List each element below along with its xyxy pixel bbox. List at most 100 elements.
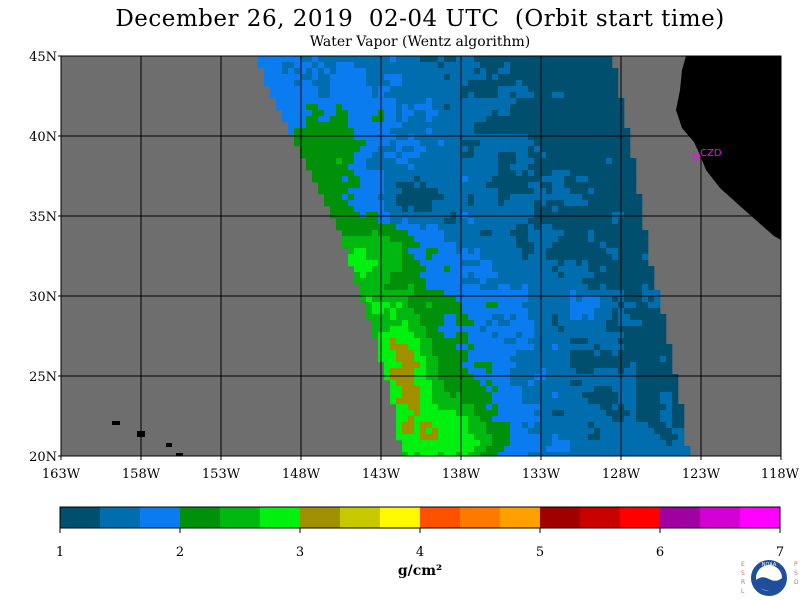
swath-cell bbox=[486, 422, 493, 429]
swath-cell bbox=[546, 272, 553, 279]
swath-cell bbox=[600, 272, 607, 279]
swath-cell bbox=[480, 74, 487, 81]
logo-letter: L bbox=[741, 588, 745, 595]
swath-cell bbox=[474, 194, 481, 201]
swath-cell bbox=[606, 314, 613, 321]
swath-cell bbox=[552, 242, 559, 249]
swath-cell bbox=[594, 74, 601, 81]
swath-cell bbox=[486, 242, 493, 249]
swath-cell bbox=[432, 284, 439, 291]
swath-cell bbox=[528, 116, 535, 123]
swath-cell bbox=[462, 224, 469, 231]
swath-cell bbox=[630, 164, 637, 171]
swath-cell bbox=[468, 302, 475, 309]
swath-cell bbox=[342, 92, 349, 99]
swath-cell bbox=[414, 308, 421, 315]
swath-cell bbox=[546, 356, 553, 363]
swath-cell bbox=[468, 416, 475, 423]
swath-cell bbox=[492, 350, 499, 357]
swath-cell bbox=[420, 392, 427, 399]
swath-cell bbox=[510, 386, 517, 393]
swath-cell bbox=[612, 224, 619, 231]
swath-cell bbox=[360, 176, 367, 183]
swath-cell bbox=[570, 170, 577, 177]
swath-cell bbox=[474, 176, 481, 183]
swath-cell bbox=[522, 164, 529, 171]
swath-cell bbox=[552, 56, 559, 63]
swath-cell bbox=[402, 68, 409, 75]
swath-cell bbox=[336, 170, 343, 177]
swath-cell bbox=[408, 218, 415, 225]
swath-cell bbox=[384, 278, 391, 285]
swath-cell bbox=[600, 80, 607, 87]
swath-cell bbox=[456, 80, 463, 87]
swath-cell bbox=[552, 182, 559, 189]
swath-cell bbox=[432, 338, 439, 345]
swath-cell bbox=[666, 356, 673, 363]
swath-cell bbox=[504, 308, 511, 315]
swath-cell bbox=[606, 248, 613, 255]
swath-cell bbox=[636, 398, 643, 405]
swath-cell bbox=[450, 266, 457, 273]
swath-cell bbox=[576, 98, 583, 105]
swath-cell bbox=[558, 278, 565, 285]
swath-cell bbox=[282, 104, 289, 111]
swath-cell bbox=[426, 266, 433, 273]
swath-cell bbox=[438, 314, 445, 321]
swath-cell bbox=[396, 134, 403, 141]
swath-cell bbox=[408, 296, 415, 303]
swath-cell bbox=[414, 434, 421, 441]
swath-cell bbox=[534, 152, 541, 159]
swath-cell bbox=[396, 80, 403, 87]
swath-cell bbox=[480, 182, 487, 189]
swath-cell bbox=[420, 218, 427, 225]
swath-cell bbox=[414, 416, 421, 423]
swath-cell bbox=[522, 218, 529, 225]
swath-cell bbox=[408, 236, 415, 243]
swath-cell bbox=[588, 56, 595, 63]
swath-cell bbox=[528, 356, 535, 363]
swath-cell bbox=[582, 290, 589, 297]
swath-cell bbox=[480, 362, 487, 369]
swath-cell bbox=[414, 128, 421, 135]
swath-cell bbox=[612, 110, 619, 117]
swath-cell bbox=[342, 170, 349, 177]
swath-cell bbox=[654, 440, 661, 447]
swath-cell bbox=[504, 152, 511, 159]
swath-cell bbox=[558, 62, 565, 69]
swath-cell bbox=[624, 320, 631, 327]
swath-cell bbox=[480, 410, 487, 417]
swath-cell bbox=[492, 56, 499, 63]
swath-cell bbox=[588, 308, 595, 315]
swath-cell bbox=[528, 404, 535, 411]
swath-cell bbox=[636, 290, 643, 297]
swath-cell bbox=[528, 422, 535, 429]
swath-cell bbox=[546, 398, 553, 405]
swath-cell bbox=[504, 116, 511, 123]
swath-cell bbox=[486, 104, 493, 111]
swath-cell bbox=[432, 356, 439, 363]
swath-cell bbox=[438, 344, 445, 351]
swath-cell bbox=[534, 404, 541, 411]
swath-cell bbox=[630, 194, 637, 201]
swath-cell bbox=[636, 416, 643, 423]
swath-cell bbox=[462, 440, 469, 447]
swath-cell bbox=[576, 368, 583, 375]
swath-cell bbox=[432, 272, 439, 279]
swath-cell bbox=[600, 170, 607, 177]
swath-cell bbox=[432, 302, 439, 309]
swath-cell bbox=[582, 128, 589, 135]
swath-cell bbox=[546, 302, 553, 309]
swath-cell bbox=[624, 206, 631, 213]
swath-cell bbox=[384, 128, 391, 135]
swath-cell bbox=[372, 158, 379, 165]
swath-cell bbox=[642, 344, 649, 351]
swath-cell bbox=[450, 68, 457, 75]
swath-cell bbox=[558, 224, 565, 231]
swath-cell bbox=[594, 266, 601, 273]
swath-cell bbox=[444, 398, 451, 405]
swath-cell bbox=[330, 146, 337, 153]
swath-cell bbox=[324, 68, 331, 75]
swath-cell bbox=[528, 248, 535, 255]
